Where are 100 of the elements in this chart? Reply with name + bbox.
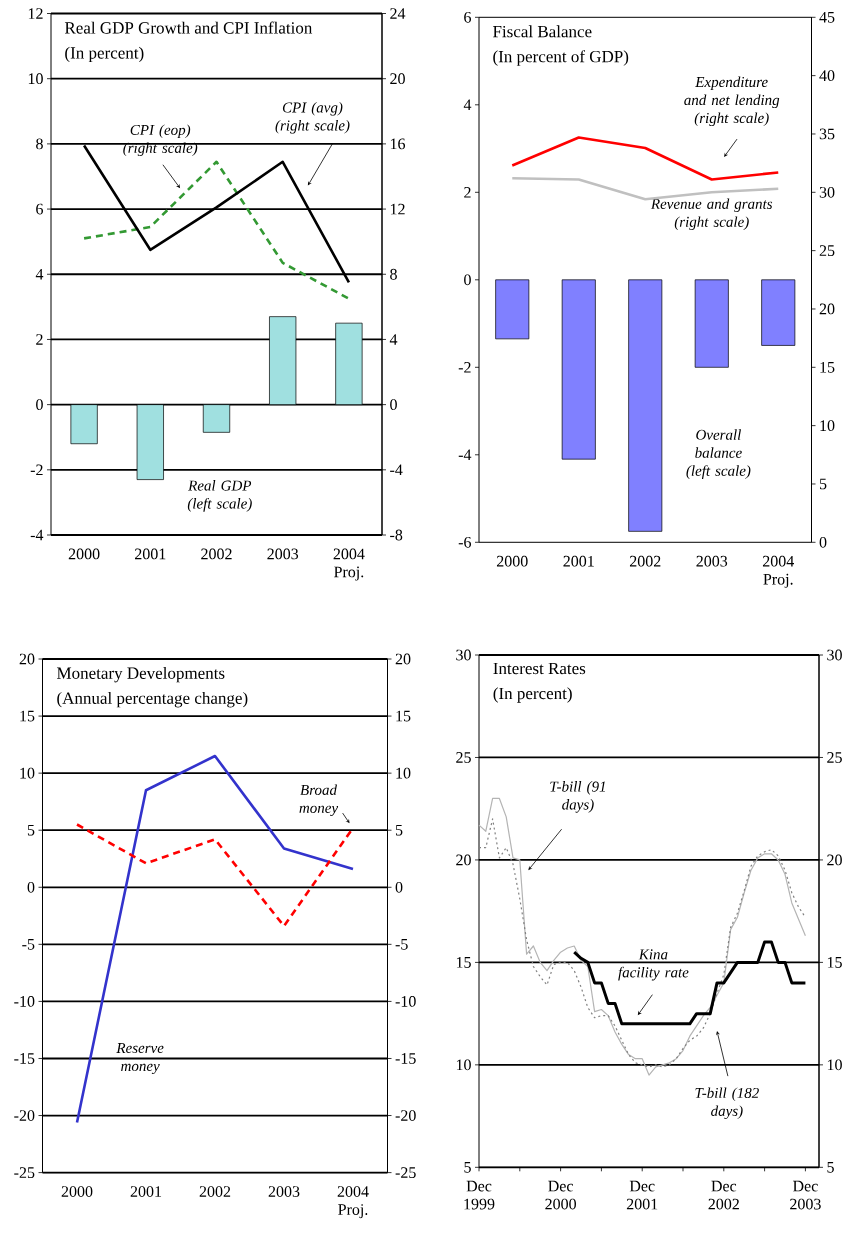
series-label: Reserve money — [116, 1043, 164, 1075]
x-tick-label: 2000 — [68, 548, 100, 560]
x-tick-label: 2002 — [201, 548, 232, 560]
line-series — [510, 136, 780, 181]
y-tick-label: -5 — [395, 939, 408, 950]
y2-tick-label: 10 — [827, 1059, 842, 1071]
y-tick-label: -15 — [395, 1053, 416, 1064]
y2-tick-label: 35 — [819, 128, 835, 140]
line-series — [82, 160, 351, 300]
x-tick-label: 2001 — [563, 555, 594, 567]
y2-tick-label: 10 — [820, 420, 835, 432]
y-tick-label: 30 — [456, 649, 471, 661]
series-label: Broad money — [299, 784, 339, 817]
x-tick-label: Dec 2001 — [626, 1180, 658, 1210]
x-tick-label: 2000 — [496, 555, 528, 567]
y2-tick-label: 30 — [827, 649, 842, 661]
y-tick-label: 10 — [396, 767, 411, 779]
y-tick-label: 10 — [28, 73, 43, 85]
y-tick-label: 6 — [36, 203, 44, 215]
y-tick-label: 15 — [456, 957, 471, 968]
y-tick-label: -2 — [30, 464, 43, 476]
y-tick-label: 8 — [36, 138, 43, 150]
y-tick-label: 5 — [464, 1161, 471, 1173]
y2-tick-label: 5 — [819, 478, 827, 490]
y2-tick-label: 15 — [20, 710, 35, 722]
y2-tick-label: 40 — [819, 70, 835, 82]
x-tick-label: 2003 — [267, 548, 299, 560]
y-tick-label: 2 — [36, 334, 43, 345]
y-tick-label: -2 — [458, 362, 471, 373]
text: T-bill (182 days) — [695, 1087, 759, 1120]
y-tick-label: 0 — [36, 399, 43, 411]
chart-title: Interest Rates — [493, 662, 586, 675]
x-tick-label: 2003 — [696, 555, 728, 567]
y2-tick-label: -15 — [14, 1053, 35, 1064]
x-tick-label: Dec 2000 — [545, 1180, 576, 1210]
y-tick-label: 5 — [395, 824, 403, 836]
y2-tick-label: 24 — [390, 8, 406, 19]
text: (Annual percentage change) — [57, 691, 248, 708]
y2-tick-label: 15 — [827, 957, 842, 968]
y2-tick-label: 30 — [819, 186, 835, 198]
y2-tick-label: 20 — [819, 303, 835, 315]
y-tick-label: 4 — [35, 268, 44, 280]
text: T-bill (91 days) — [550, 781, 605, 813]
y-tick-label: -4 — [458, 449, 472, 461]
series-label: CPI (avg) (right scale) — [275, 102, 350, 134]
y-tick-label: -4 — [30, 529, 44, 541]
y-tick-label: -6 — [458, 536, 472, 548]
y2-tick-label: 0 — [819, 536, 827, 548]
y2-tick-label: 25 — [819, 245, 835, 257]
text: Expenditure and net lending (right scale) — [684, 76, 780, 127]
y-tick-label: 2 — [464, 187, 471, 198]
x-tick-label: 2000 — [61, 1186, 93, 1197]
text: (In percent of GDP) — [493, 50, 629, 66]
y2-tick-label: -20 — [14, 1110, 35, 1121]
x-tick-label: 2002 — [199, 1186, 231, 1197]
series-label: CPI (eop) (right scale) — [123, 124, 198, 157]
y-tick-label: 0 — [464, 274, 471, 286]
y-tick-label: 0 — [395, 881, 403, 893]
bar — [202, 404, 231, 433]
y-tick-label: -10 — [395, 996, 416, 1007]
y2-tick-label: 45 — [819, 11, 835, 23]
series-label: Overall balance (left scale) — [686, 429, 751, 479]
bar — [136, 404, 164, 480]
x-tick-label: 2004 Proj. — [762, 555, 794, 588]
chart-title: Monetary Developments — [56, 666, 225, 683]
x-tick-label: Dec 2002 — [708, 1180, 739, 1210]
x-tick-label: 2004 Proj. — [337, 1186, 369, 1219]
y-tick-label: 6 — [464, 11, 472, 23]
bar — [70, 404, 98, 445]
y2-tick-label: -10 — [14, 996, 35, 1007]
y2-tick-label: 25 — [827, 752, 842, 763]
y-tick-label: 4 — [463, 99, 472, 111]
chart-title: Real GDP Growth and CPI Inflation — [64, 21, 313, 34]
y2-tick-label: 16 — [390, 138, 406, 150]
y-tick-label: 25 — [456, 752, 471, 763]
series-label: Revenue and grants (right scale) — [650, 198, 773, 230]
y-tick-label: -25 — [395, 1167, 416, 1178]
bar — [269, 316, 297, 405]
text: (In percent) — [493, 687, 572, 703]
bar — [335, 322, 363, 405]
y2-tick-label: 10 — [20, 767, 35, 779]
x-tick-label: 2002 — [629, 555, 661, 567]
x-tick-label: 2001 — [135, 548, 166, 560]
x-tick-label: 2001 — [130, 1186, 162, 1197]
y2-tick-label: 20 — [827, 854, 842, 866]
y2-tick-label: -8 — [390, 529, 403, 541]
y-tick-label: 15 — [396, 710, 411, 722]
y2-tick-label: 5 — [827, 1161, 834, 1173]
y2-tick-label: -25 — [14, 1167, 35, 1178]
x-tick-label: 2004 Proj. — [333, 548, 365, 581]
y-tick-label: 20 — [456, 854, 471, 866]
y2-tick-label: 20 — [19, 653, 35, 665]
series-label: Real GDP (left scale) — [187, 480, 252, 512]
y-tick-label: 20 — [395, 653, 411, 665]
series-label: Kina facility rate — [618, 949, 689, 981]
x-tick-label: Dec 1999 — [464, 1180, 495, 1210]
y-tick-label: 10 — [456, 1059, 471, 1071]
x-tick-label: Dec 2003 — [790, 1180, 821, 1210]
line-series — [75, 754, 355, 1124]
line-series — [82, 144, 351, 284]
